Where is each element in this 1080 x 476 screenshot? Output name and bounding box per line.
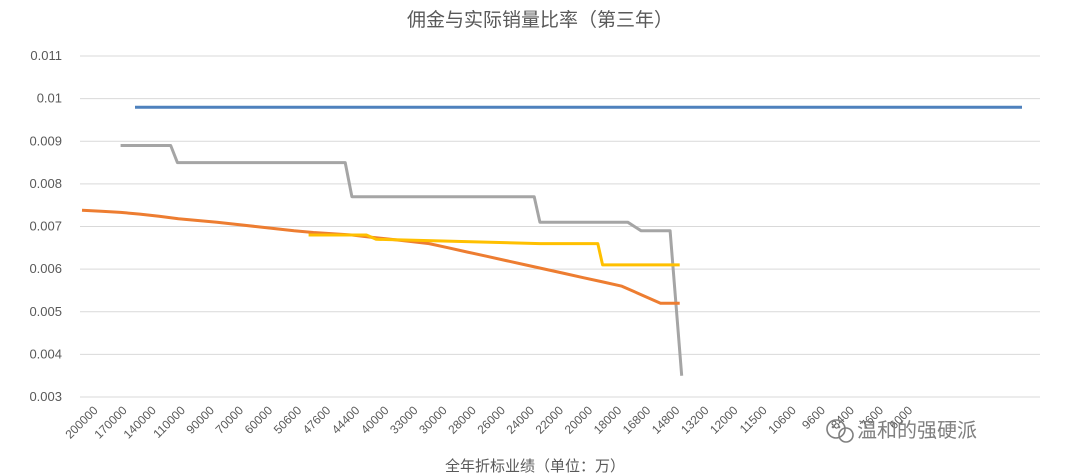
x-tick-label: 16800 (620, 403, 654, 437)
x-tick-label: 9600 (799, 403, 828, 432)
x-tick-label: 24000 (504, 403, 538, 437)
series-lines (81, 105, 1022, 376)
x-tick-label: 26000 (474, 403, 508, 437)
series-line-3 (308, 233, 680, 267)
watermark-text: 温和的强硬派 (857, 418, 977, 442)
x-tick-label: 13200 (678, 403, 712, 437)
x-tick-label: 10600 (765, 403, 799, 437)
x-tick-label: 11500 (737, 403, 770, 436)
series-line-1 (120, 144, 684, 376)
x-tick-label: 20000 (562, 403, 596, 437)
x-axis-ticks: 2000001700001400001100009000070000600005… (62, 403, 915, 441)
x-tick-label: 110000 (150, 403, 188, 441)
y-tick-label: 0.009 (29, 133, 62, 148)
gridlines (80, 55, 1040, 398)
x-tick-label: 14800 (649, 403, 683, 437)
y-tick-label: 0.004 (29, 346, 62, 361)
y-tick-label: 0.011 (30, 48, 62, 63)
chart-title: 佣金与实际销量比率（第三年） (407, 9, 673, 31)
x-tick-label: 90000 (184, 403, 218, 437)
x-tick-label: 60000 (242, 403, 276, 437)
y-tick-label: 0.005 (29, 304, 62, 319)
y-axis-ticks: 0.003 0.004 0.005 0.006 0.007 0.008 0.009 0.01 0… (29, 48, 62, 404)
series-line-2 (81, 208, 680, 305)
y-tick-label: 0.006 (29, 261, 62, 276)
y-tick-label: 0.007 (29, 219, 62, 234)
y-tick-label: 0.01 (37, 91, 62, 106)
x-tick-label: 140000 (121, 403, 159, 441)
x-tick-label: 40000 (358, 403, 392, 437)
y-tick-label: 0.003 (29, 389, 62, 404)
y-tick-label: 0.008 (29, 176, 62, 191)
x-tick-label: 47600 (300, 403, 334, 437)
x-tick-label: 70000 (213, 403, 247, 437)
x-tick-label: 28000 (445, 403, 479, 437)
x-tick-label: 22000 (533, 403, 567, 437)
x-tick-label: 18000 (591, 403, 625, 437)
x-tick-label: 12000 (707, 403, 741, 437)
x-tick-label: 30000 (416, 403, 450, 437)
x-tick-label: 33000 (387, 403, 421, 437)
x-tick-label: 44400 (329, 403, 363, 437)
x-tick-label: 50600 (271, 403, 305, 437)
watermark: 温和的强硬派 (826, 418, 977, 443)
x-axis-label: 全年折标业绩（单位：万） (445, 457, 625, 475)
wechat-icon (826, 419, 854, 443)
